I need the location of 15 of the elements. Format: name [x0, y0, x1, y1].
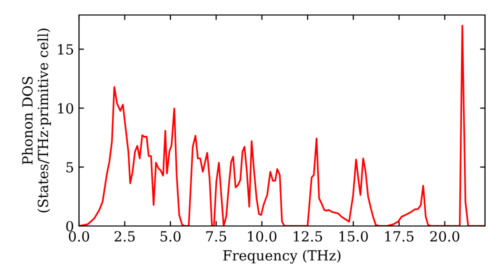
y-axis-title: Phonon DOS (States/THz·primitive cell) — [22, 28, 51, 212]
x-tick-label: 2.5 — [114, 231, 135, 242]
x-tick-label: 10.0 — [248, 231, 276, 242]
y-tick-label: 5 — [66, 162, 74, 173]
x-tick-label: 12.5 — [294, 231, 322, 242]
x-tick-label: 0.0 — [68, 231, 90, 242]
y-tick-label: 15 — [58, 44, 74, 55]
x-tick-label: 17.5 — [385, 231, 414, 242]
x-axis-title: Frequency (THz) — [223, 250, 340, 264]
x-tick-label: 7.5 — [206, 231, 226, 242]
x-tick-label: 20.0 — [430, 231, 460, 242]
x-tick-label: 5.0 — [160, 231, 181, 242]
y-tick-label: 10 — [58, 103, 74, 114]
y-tick-label: 0 — [66, 220, 74, 232]
x-tick-label: 15.0 — [340, 231, 368, 242]
